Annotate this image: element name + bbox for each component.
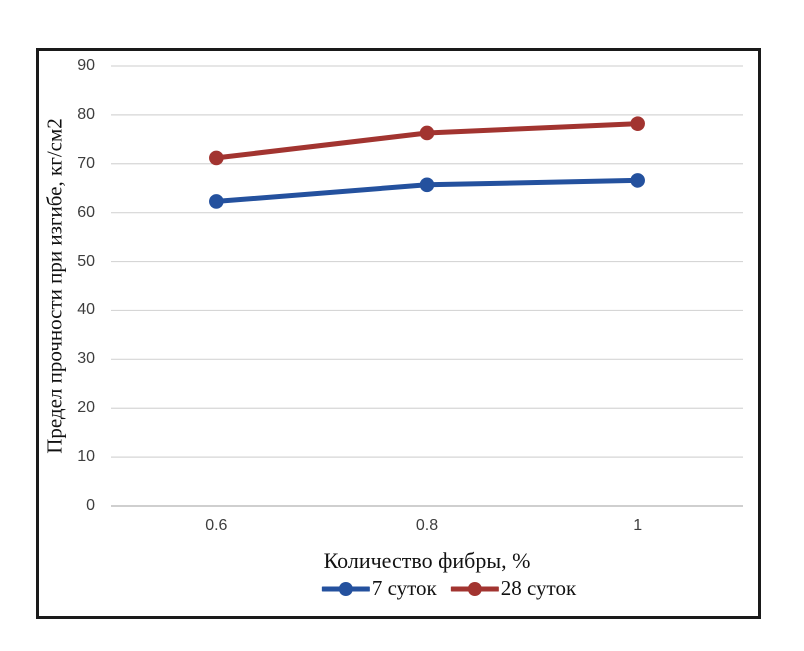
- y-axis-tick-label: 30: [77, 350, 95, 368]
- legend-item-28-days: 28 суток: [450, 576, 577, 600]
- x-axis-tick-label: 0.8: [415, 517, 439, 534]
- y-axis-tick-label: 10: [77, 448, 95, 466]
- x-axis-tick-label: 1: [633, 517, 643, 534]
- legend: 7 суток 28 суток: [321, 576, 577, 600]
- y-axis-tick-label: 60: [77, 203, 95, 221]
- line-marker-icon: [450, 581, 499, 596]
- y-axis-tick-label: 40: [77, 301, 95, 319]
- legend-label: 28 суток: [500, 576, 577, 600]
- y-axis-tick-label: 90: [77, 57, 95, 74]
- x-axis-title: Количество фибры, %: [323, 548, 531, 573]
- legend-item-7-days: 7 суток: [321, 576, 437, 600]
- legend-label: 7 суток: [371, 576, 437, 600]
- chart-frame: [36, 48, 761, 619]
- y-axis-tick-label: 70: [77, 154, 95, 172]
- y-axis-tick-label: 0: [86, 497, 95, 514]
- y-axis-tick-label: 50: [77, 252, 95, 270]
- x-axis-tick-label: 0.6: [205, 517, 228, 534]
- y-axis-tick-label: 20: [77, 399, 95, 417]
- y-axis-tick-label: 80: [77, 105, 95, 123]
- y-axis-title: Предел прочности при изгибе, кг/см2: [42, 118, 67, 454]
- line-marker-icon: [321, 581, 370, 596]
